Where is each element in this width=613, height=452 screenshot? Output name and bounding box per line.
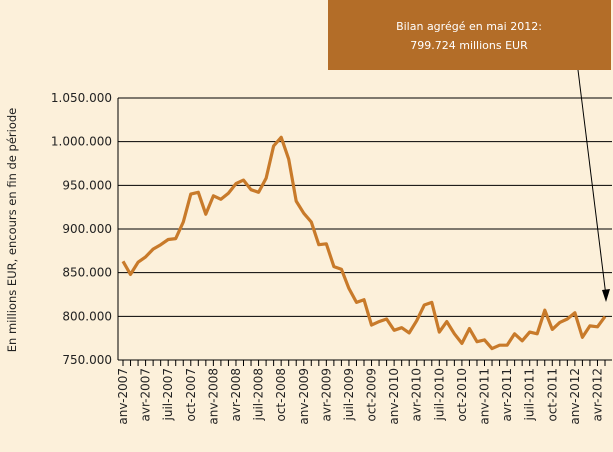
annotation-arrow [577, 69, 607, 297]
y-tick-label: 900.000 [62, 222, 112, 236]
x-tick-label: juil-2011 [523, 368, 537, 421]
x-tick-label: avr-2012 [590, 368, 604, 422]
y-tick-label: 800.000 [62, 309, 112, 323]
x-tick-label: anv-2011 [478, 368, 492, 425]
annotation-box [328, 0, 611, 70]
x-tick-label: avr-2011 [500, 368, 514, 422]
x-tick-label: juil-2009 [342, 368, 356, 421]
x-tick-label: anv-2007 [116, 368, 130, 425]
x-tick-label: oct-2010 [455, 368, 469, 422]
y-tick-label: 850.000 [62, 266, 112, 280]
x-tick-label: avr-2010 [410, 368, 424, 422]
x-tick-label: oct-2007 [184, 368, 198, 422]
annotation: 799.724 millions EUR [410, 39, 528, 52]
x-tick-label: avr-2008 [229, 368, 243, 422]
arrow-head [602, 289, 610, 302]
y-tick-label: 1.050.000 [51, 91, 112, 105]
x-tick-label: oct-2008 [274, 368, 288, 422]
y-tick-label: 1.000.000 [51, 135, 112, 149]
line [121, 135, 607, 351]
y-tick-label: 950.000 [62, 178, 112, 192]
x-tick-label: anv-2008 [206, 368, 220, 425]
x-tick-label: avr-2007 [139, 368, 153, 422]
x-tick-label: juil-2007 [161, 368, 175, 421]
x-tick-label: juil-2008 [252, 368, 266, 421]
x-tick-label: oct-2009 [365, 368, 379, 422]
x-tick-label: anv-2010 [387, 368, 401, 425]
x-tick-label: juil-2010 [432, 368, 446, 421]
x-tick-label: anv-2012 [568, 368, 582, 425]
annotation: Bilan agrégé en mai 2012: [396, 20, 542, 33]
x-tick-label: avr-2009 [319, 368, 333, 422]
y-axis-label: En millions EUR, encours en fin de pério… [5, 108, 19, 352]
y-tick-label: 750.000 [62, 353, 112, 367]
x-tick-label: oct-2011 [545, 368, 559, 422]
x-tick-label: anv-2009 [297, 368, 311, 425]
